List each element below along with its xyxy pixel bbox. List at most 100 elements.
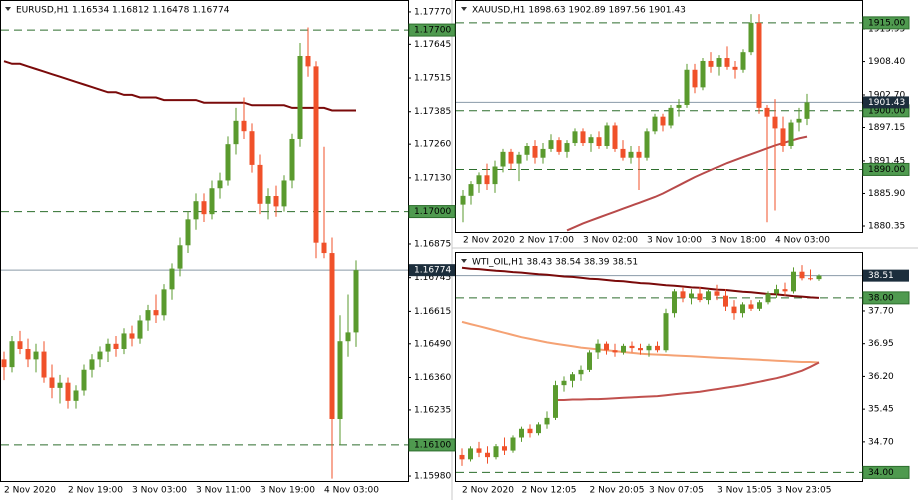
candle-body xyxy=(500,151,506,167)
x-tick-label: 2 Nov 2020 xyxy=(4,486,56,496)
candle-body xyxy=(353,270,359,333)
level-box xyxy=(862,291,910,305)
level-label: 1915.00 xyxy=(868,18,905,28)
candle-body xyxy=(313,66,319,243)
x-tick-label: 2 Nov 17:00 xyxy=(519,236,574,246)
candle-body xyxy=(161,289,167,316)
level-label: 34.00 xyxy=(868,468,894,478)
candle-body xyxy=(540,148,546,158)
candle-body xyxy=(468,448,473,460)
candle-body xyxy=(588,137,594,144)
candle-body xyxy=(799,271,805,279)
candle-body xyxy=(788,122,794,146)
candle-body xyxy=(460,195,466,205)
y-tick-label: 1.15980 xyxy=(414,472,451,482)
candle-body xyxy=(723,295,728,307)
level-label: 1.17700 xyxy=(414,26,451,36)
menu-icon[interactable] xyxy=(461,259,467,263)
level-box xyxy=(408,23,456,37)
candle-body xyxy=(169,268,175,290)
candle-body xyxy=(476,448,482,453)
candle-body xyxy=(97,351,103,360)
moving-average xyxy=(3,60,356,112)
panel-frame xyxy=(455,252,863,482)
candle-body xyxy=(556,140,562,152)
candle-body xyxy=(587,352,592,370)
candle-body xyxy=(321,242,327,254)
candle-body xyxy=(765,293,771,303)
candle-body xyxy=(638,348,643,351)
candle-body xyxy=(553,385,558,418)
y-tick-label: 1.16875 xyxy=(414,239,451,249)
candle-body xyxy=(9,341,15,368)
candle-body xyxy=(652,116,658,132)
y-tick-label: 35.45 xyxy=(868,405,894,415)
candle-body xyxy=(706,291,711,301)
price-label: 1.16774 xyxy=(414,266,451,276)
candle-body xyxy=(468,184,474,196)
level-box xyxy=(408,438,456,452)
candle-body xyxy=(596,137,602,146)
y-tick-label: 1902.70 xyxy=(868,90,905,100)
x-tick-label: 3 Nov 03:00 xyxy=(132,486,187,496)
y-tick-label: 1.17645 xyxy=(414,40,451,50)
x-tick-label: 2 Nov 20:05 xyxy=(590,486,645,496)
candle-body xyxy=(668,107,674,126)
candle-body xyxy=(89,359,95,370)
candle-body xyxy=(764,107,770,117)
level-label: 38.00 xyxy=(868,293,894,303)
candle-body xyxy=(700,60,706,88)
menu-icon[interactable] xyxy=(5,7,11,11)
candle-body xyxy=(612,350,618,353)
candle-body xyxy=(791,271,796,292)
x-tick-label: 2 Nov 19:00 xyxy=(68,486,123,496)
candle-body xyxy=(716,58,722,67)
y-tick-label: 37.70 xyxy=(868,306,894,316)
candle-body xyxy=(756,22,762,108)
level-box xyxy=(862,162,910,176)
candle-body xyxy=(663,313,669,351)
candle-body xyxy=(81,369,87,391)
candle-body xyxy=(772,116,778,129)
candle-body xyxy=(676,104,682,108)
price-label: 1901.43 xyxy=(868,98,905,108)
candle-body xyxy=(201,201,207,215)
candle-body xyxy=(345,332,351,342)
candle-body xyxy=(604,125,610,146)
candle-body xyxy=(137,320,143,339)
candle-body xyxy=(748,304,754,309)
y-tick-label: 1.16745 xyxy=(414,273,451,283)
candle-body xyxy=(185,219,191,246)
y-tick-label: 1885.90 xyxy=(868,189,905,199)
candle-body xyxy=(782,289,788,292)
candle-body xyxy=(561,380,567,386)
candle-body xyxy=(692,69,698,88)
candle-body xyxy=(724,58,730,67)
price-label: 38.51 xyxy=(868,271,894,281)
candle-body xyxy=(492,166,498,185)
candle-body xyxy=(233,120,239,145)
candle-body xyxy=(209,188,215,215)
candle-body xyxy=(680,291,686,298)
candle-body xyxy=(708,60,714,67)
candle-body xyxy=(241,120,247,132)
y-tick-label: 36.20 xyxy=(868,372,894,382)
candle-body xyxy=(249,131,255,165)
candle-body xyxy=(57,382,63,388)
candle-body xyxy=(780,128,786,146)
y-tick-label: 1.16235 xyxy=(414,405,451,415)
candle-body xyxy=(748,22,754,53)
candle-body xyxy=(732,66,738,70)
candle-body xyxy=(177,245,183,269)
candle-body xyxy=(281,180,287,207)
menu-icon[interactable] xyxy=(461,7,467,11)
x-tick-label: 3 Nov 23:05 xyxy=(777,486,832,496)
x-tick-label: 4 Nov 03:00 xyxy=(775,236,830,246)
chart-title: EURUSD,H1 1.16534 1.16812 1.16478 1.1677… xyxy=(16,6,230,16)
candle-body xyxy=(655,345,660,351)
level-label: 1900.00 xyxy=(868,106,905,116)
y-tick-label: 1.17130 xyxy=(414,173,451,183)
candle-body xyxy=(225,144,231,181)
candle-body xyxy=(548,140,554,149)
